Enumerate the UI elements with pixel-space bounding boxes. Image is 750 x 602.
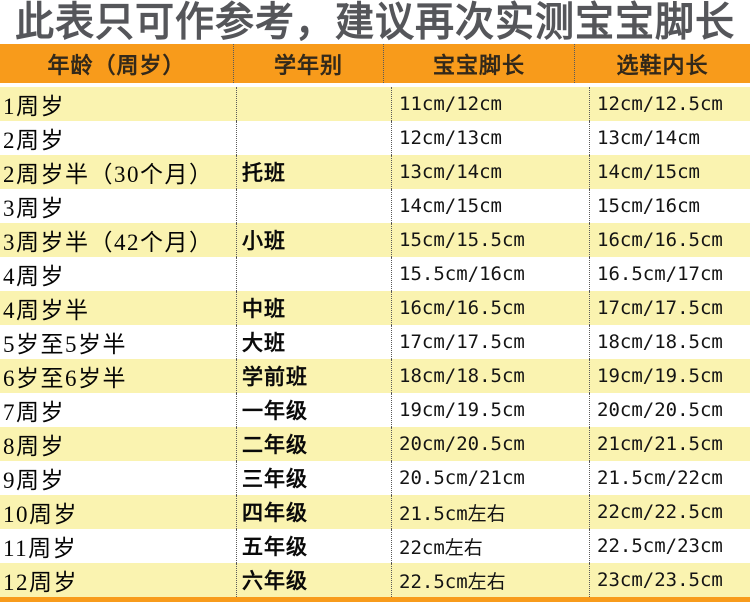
- cell-foot: 22.5cm左右: [391, 563, 589, 598]
- page-title: 此表只可作参考，建议再次实测宝宝脚长: [14, 0, 735, 45]
- cell-foot: 19cm/19.5cm: [391, 393, 589, 428]
- cell-grade: 托班: [236, 155, 391, 190]
- cell-foot: 15cm/15.5cm: [391, 223, 589, 258]
- table-row: 4周岁半 中班 16cm/16.5cm 17cm/17.5cm: [0, 291, 750, 326]
- cell-age: 10周岁: [3, 502, 78, 528]
- table-row: 3周岁半（42个月） 小班 15cm/15.5cm 16cm/16.5cm: [0, 223, 750, 258]
- cell-grade: 一年级: [236, 393, 391, 428]
- column-header-foot-length: 宝宝脚长: [383, 44, 574, 84]
- cell-inner: 20cm/20.5cm: [589, 393, 750, 428]
- cell-grade: 小班: [236, 223, 391, 258]
- cell-foot: 11cm/12cm: [391, 87, 589, 122]
- cell-age: 12周岁: [3, 570, 78, 596]
- cell-inner: 16cm/16.5cm: [589, 223, 750, 258]
- cell-inner: 23cm/23.5cm: [589, 563, 750, 598]
- cell-foot: 21.5cm左右: [391, 495, 589, 530]
- cell-inner: 15cm/16cm: [589, 189, 750, 224]
- cell-grade: 四年级: [236, 495, 391, 530]
- cell-foot: 16cm/16.5cm: [391, 291, 589, 326]
- column-header-grade: 学年别: [233, 44, 383, 84]
- cell-foot: 12cm/13cm: [391, 121, 589, 156]
- cell-age: 2周岁: [3, 128, 65, 154]
- table-row: 2周岁半（30个月） 托班 13cm/14cm 14cm/15cm: [0, 155, 750, 190]
- cell-grade: 五年级: [236, 529, 391, 564]
- table-row: 12周岁 六年级 22.5cm左右 23cm/23.5cm: [0, 563, 750, 598]
- cell-age: 8周岁: [3, 434, 65, 460]
- cell-age: 3周岁: [3, 196, 65, 222]
- table-row: 4周岁 15.5cm/16cm 16.5cm/17cm: [0, 257, 750, 292]
- cell-grade: 三年级: [236, 461, 391, 496]
- table-row: 5岁至5岁半 大班 17cm/17.5cm 18cm/18.5cm: [0, 325, 750, 360]
- cell-grade: 大班: [236, 325, 391, 360]
- cell-inner: 13cm/14cm: [589, 121, 750, 156]
- cell-inner: 14cm/15cm: [589, 155, 750, 190]
- cell-inner: 21cm/21.5cm: [589, 427, 750, 462]
- cell-inner: 22.5cm/23cm: [589, 529, 750, 564]
- cell-foot: 20.5cm/21cm: [391, 461, 589, 496]
- cell-foot: 17cm/17.5cm: [391, 325, 589, 360]
- cell-inner: 22cm/22.5cm: [589, 495, 750, 530]
- table-row: 7周岁 一年级 19cm/19.5cm 20cm/20.5cm: [0, 393, 750, 428]
- cell-grade: 中班: [236, 291, 391, 326]
- table-row: 9周岁 三年级 20.5cm/21cm 21.5cm/22cm: [0, 461, 750, 496]
- cell-inner: 18cm/18.5cm: [589, 325, 750, 360]
- cell-foot: 15.5cm/16cm: [391, 257, 589, 292]
- cell-age: 4周岁: [3, 264, 65, 290]
- cell-age: 11周岁: [3, 536, 78, 562]
- cell-foot: 22cm左右: [391, 529, 589, 564]
- table-row: 8周岁 二年级 20cm/20.5cm 21cm/21.5cm: [0, 427, 750, 462]
- cell-grade: [236, 87, 391, 122]
- cell-age: 4周岁半: [3, 298, 90, 324]
- column-header-age: 年龄（周岁）: [47, 52, 186, 78]
- cell-inner: 17cm/17.5cm: [589, 291, 750, 326]
- cell-inner: 12cm/12.5cm: [589, 87, 750, 122]
- column-header-shoe-inner-length: 选鞋内长: [574, 44, 750, 84]
- cell-age: 1周岁: [3, 94, 65, 120]
- table-row: 3周岁 14cm/15cm 15cm/16cm: [0, 189, 750, 224]
- cell-age: 6岁至6岁半: [3, 366, 127, 392]
- cell-age: 5岁至5岁半: [3, 332, 127, 358]
- cell-age: 2周岁半（30个月）: [3, 162, 214, 188]
- cell-grade: 二年级: [236, 427, 391, 462]
- table-row: 6岁至6岁半 学前班 18cm/18.5cm 19cm/19.5cm: [0, 359, 750, 394]
- table-row: 10周岁 四年级 21.5cm左右 22cm/22.5cm: [0, 495, 750, 530]
- table-row: 1周岁 11cm/12cm 12cm/12.5cm: [0, 87, 750, 122]
- cell-grade: [236, 189, 391, 224]
- cell-foot: 20cm/20.5cm: [391, 427, 589, 462]
- cell-age: 3周岁半（42个月）: [3, 230, 214, 256]
- cell-foot: 18cm/18.5cm: [391, 359, 589, 394]
- table-row: 11周岁 五年级 22cm左右 22.5cm/23cm: [0, 529, 750, 564]
- cell-age: 9周岁: [3, 468, 65, 494]
- table-row: 2周岁 12cm/13cm 13cm/14cm: [0, 121, 750, 156]
- cell-inner: 19cm/19.5cm: [589, 359, 750, 394]
- table-body: 1周岁 11cm/12cm 12cm/12.5cm 2周岁 12cm/13cm 13cm/…: [0, 87, 750, 598]
- cell-age: 7周岁: [3, 400, 65, 426]
- cell-grade: [236, 121, 391, 156]
- table-header-row: 年龄（周岁） 学年别 宝宝脚长 选鞋内长: [0, 44, 750, 84]
- cell-foot: 13cm/14cm: [391, 155, 589, 190]
- cell-foot: 14cm/15cm: [391, 189, 589, 224]
- cell-grade: 学前班: [236, 359, 391, 394]
- bottom-accent-strip: [0, 597, 750, 602]
- cell-inner: 21.5cm/22cm: [589, 461, 750, 496]
- notice-banner: 此表只可作参考，建议再次实测宝宝脚长: [0, 0, 750, 44]
- cell-inner: 16.5cm/17cm: [589, 257, 750, 292]
- cell-grade: [236, 257, 391, 292]
- cell-grade: 六年级: [236, 563, 391, 598]
